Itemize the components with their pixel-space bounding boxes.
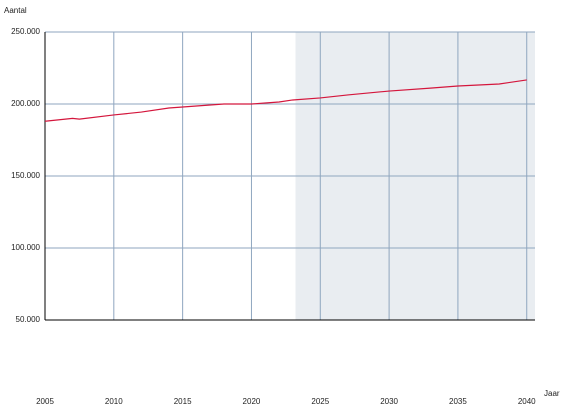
x-tick-label: 2035	[449, 397, 467, 406]
x-tick-label: 2020	[243, 397, 261, 406]
x-tick-label: 2005	[36, 397, 54, 406]
y-tick-label: 50.000	[16, 315, 41, 324]
x-axis-label: Jaar	[544, 389, 560, 398]
y-tick-label: 100.000	[11, 243, 40, 252]
x-tick-label: 2015	[174, 397, 192, 406]
y-tick-label: 250.000	[11, 27, 40, 36]
data-line	[44, 79, 527, 122]
x-tick-label: 2010	[105, 397, 123, 406]
x-tick-label: 2030	[380, 397, 398, 406]
y-tick-label: 200.000	[11, 99, 40, 108]
x-tick-label: 2040	[518, 397, 536, 406]
y-axis-label: Aantal	[4, 6, 27, 15]
y-tick-label: 150.000	[11, 171, 40, 180]
x-tick-label: 2025	[311, 397, 329, 406]
